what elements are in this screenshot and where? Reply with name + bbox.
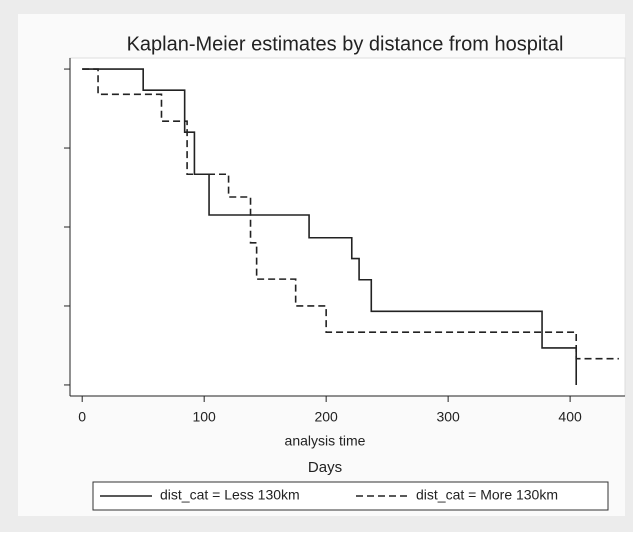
survival-line [82, 68, 619, 360]
x-tick-label: 100 [192, 409, 216, 425]
plot-area [69, 57, 626, 397]
chart-title: Kaplan-Meier estimates by distance from … [127, 33, 564, 55]
x-tick-label: 400 [558, 409, 582, 425]
x-tick-label: 300 [436, 409, 460, 425]
legend-label: dist_cat = More 130km [416, 487, 558, 503]
subtitle: Days [308, 459, 342, 476]
x-tick-label: 200 [314, 409, 338, 425]
x-tick-label: 0 [78, 409, 86, 425]
legend-label: dist_cat = Less 130km [160, 487, 300, 503]
survival-line [82, 68, 578, 385]
legend [92, 481, 609, 511]
x-axis-label: analysis time [285, 433, 366, 449]
